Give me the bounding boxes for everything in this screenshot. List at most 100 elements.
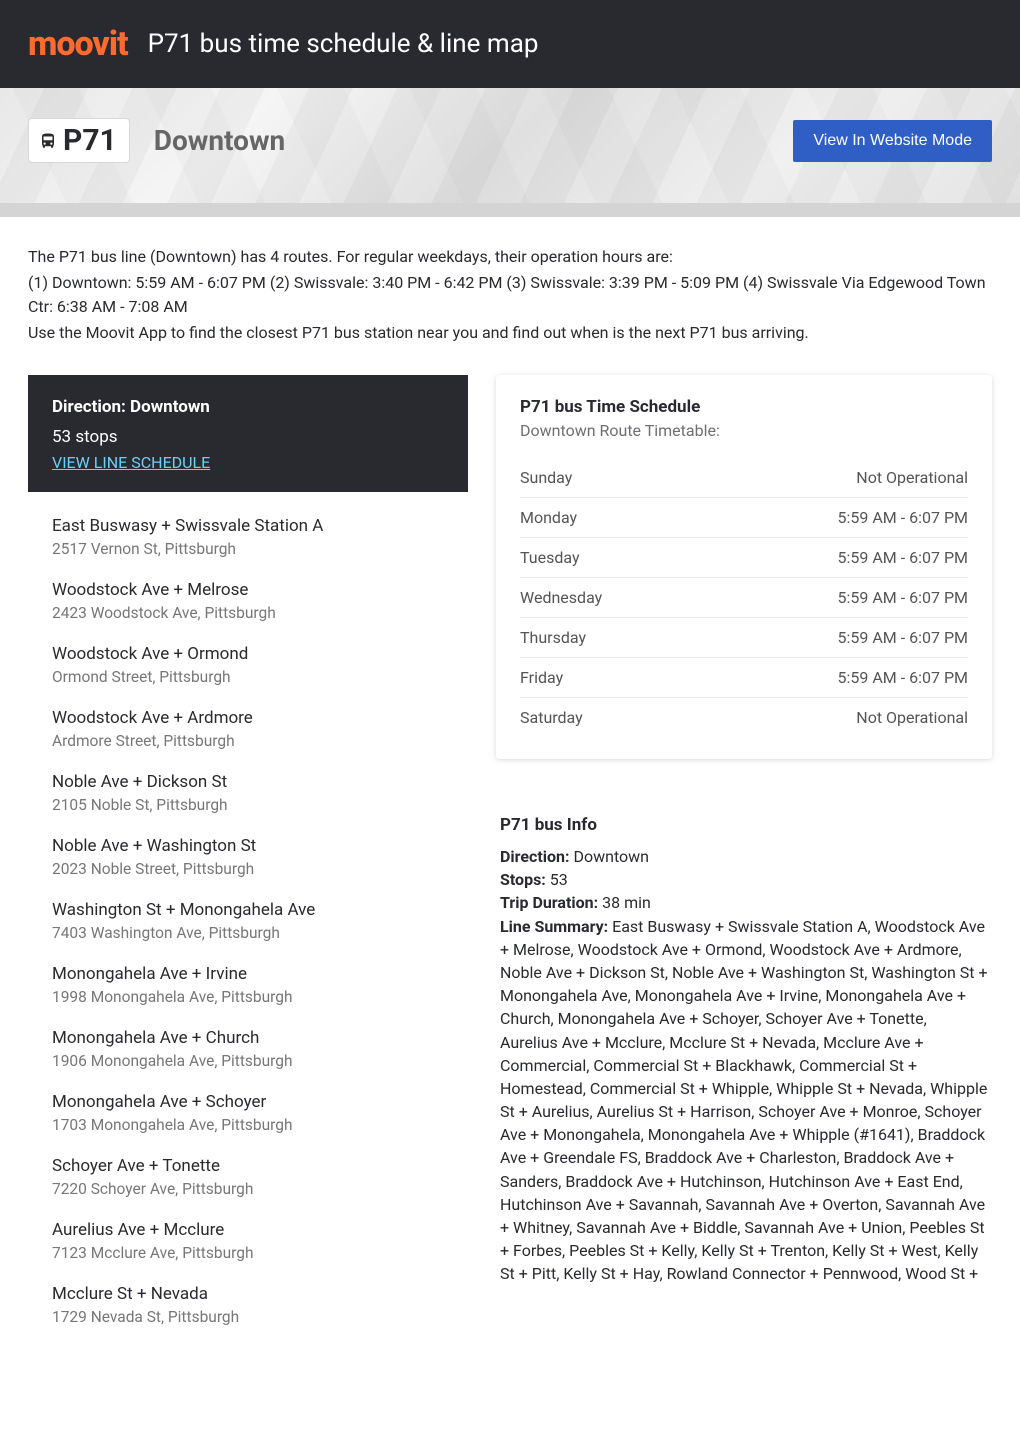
stop-address: Ardmore Street, Pittsburgh	[52, 732, 444, 750]
hero-section: P71 Downtown View In Website Mode	[0, 88, 1020, 203]
schedule-rows: Sunday Not Operational Monday 5:59 AM - 6:0…	[520, 458, 968, 737]
stop-item: Washington St + Monongahela Ave 7403 Wash…	[52, 900, 444, 942]
stop-address: 1703 Monongahela Ave, Pittsburgh	[52, 1116, 444, 1134]
stop-name: Monongahela Ave + Church	[52, 1028, 444, 1048]
stops-list: East Buswasy + Swissvale Station A 2517 V…	[28, 492, 468, 1326]
schedule-day: Thursday	[520, 628, 586, 647]
stop-name: Aurelius Ave + Mcclure	[52, 1220, 444, 1240]
route-badge: P71	[28, 118, 130, 163]
schedule-title: P71 bus Time Schedule	[520, 397, 968, 417]
stop-name: Woodstock Ave + Ardmore	[52, 708, 444, 728]
route-name: Downtown	[154, 124, 285, 157]
main-columns: Direction: Downtown 53 stops VIEW LINE S…	[0, 375, 1020, 1376]
stop-address: 1906 Monongahela Ave, Pittsburgh	[52, 1052, 444, 1070]
stop-address: 2517 Vernon St, Pittsburgh	[52, 540, 444, 558]
separator-bar	[0, 203, 1020, 217]
info-summary-label: Line Summary:	[500, 917, 608, 936]
header-bar: moovit P71 bus time schedule & line map	[0, 0, 1020, 88]
hero-left: P71 Downtown	[28, 118, 285, 163]
schedule-hours: 5:59 AM - 6:07 PM	[838, 588, 968, 607]
info-stops: Stops: 53	[500, 868, 988, 891]
stop-item: Monongahela Ave + Irvine 1998 Monongahela…	[52, 964, 444, 1006]
stop-address: 2423 Woodstock Ave, Pittsburgh	[52, 604, 444, 622]
intro-line-2: (1) Downtown: 5:59 AM - 6:07 PM (2) Swis…	[28, 271, 992, 319]
schedule-hours: 5:59 AM - 6:07 PM	[838, 668, 968, 687]
schedule-day: Wednesday	[520, 588, 602, 607]
schedule-row: Saturday Not Operational	[520, 698, 968, 737]
stop-address: 1998 Monongahela Ave, Pittsburgh	[52, 988, 444, 1006]
stop-item: Schoyer Ave + Tonette 7220 Schoyer Ave, P…	[52, 1156, 444, 1198]
info-title: P71 bus Info	[500, 815, 988, 835]
info-summary: Line Summary: East Buswasy + Swissvale S…	[500, 915, 988, 1286]
stop-name: Woodstock Ave + Melrose	[52, 580, 444, 600]
info-direction-value: Downtown	[569, 847, 649, 866]
info-block: P71 bus Info Direction: Downtown Stops: …	[496, 815, 992, 1286]
stop-name: Mcclure St + Nevada	[52, 1284, 444, 1304]
moovit-logo: moovit	[28, 24, 128, 64]
bus-icon	[39, 132, 57, 150]
schedule-row: Thursday 5:59 AM - 6:07 PM	[520, 618, 968, 658]
stop-name: Schoyer Ave + Tonette	[52, 1156, 444, 1176]
info-stops-label: Stops:	[500, 870, 546, 889]
schedule-row: Tuesday 5:59 AM - 6:07 PM	[520, 538, 968, 578]
stop-address: 7220 Schoyer Ave, Pittsburgh	[52, 1180, 444, 1198]
stop-count: 53 stops	[52, 427, 444, 447]
schedule-day: Friday	[520, 668, 563, 687]
intro-line-1: The P71 bus line (Downtown) has 4 routes…	[28, 245, 992, 269]
stop-address: 1729 Nevada St, Pittsburgh	[52, 1308, 444, 1326]
stop-name: East Buswasy + Swissvale Station A	[52, 516, 444, 536]
schedule-row: Friday 5:59 AM - 6:07 PM	[520, 658, 968, 698]
stop-name: Monongahela Ave + Schoyer	[52, 1092, 444, 1112]
stop-address: 2105 Noble St, Pittsburgh	[52, 796, 444, 814]
schedule-hours: 5:59 AM - 6:07 PM	[838, 508, 968, 527]
schedule-row: Wednesday 5:59 AM - 6:07 PM	[520, 578, 968, 618]
info-duration: Trip Duration: 38 min	[500, 891, 988, 914]
info-summary-value: East Buswasy + Swissvale Station A, Wood…	[500, 917, 988, 1284]
right-column: P71 bus Time Schedule Downtown Route Tim…	[496, 375, 992, 1286]
page-title: P71 bus time schedule & line map	[148, 29, 539, 59]
stop-name: Woodstock Ave + Ormond	[52, 644, 444, 664]
view-website-button[interactable]: View In Website Mode	[793, 120, 992, 162]
stop-name: Noble Ave + Washington St	[52, 836, 444, 856]
schedule-subtitle: Downtown Route Timetable:	[520, 421, 968, 440]
info-direction-label: Direction:	[500, 847, 569, 866]
schedule-day: Sunday	[520, 468, 572, 487]
direction-title: Direction: Downtown	[52, 397, 444, 417]
left-column: Direction: Downtown 53 stops VIEW LINE S…	[28, 375, 468, 1348]
schedule-hours: 5:59 AM - 6:07 PM	[838, 548, 968, 567]
stop-item: East Buswasy + Swissvale Station A 2517 V…	[52, 516, 444, 558]
stop-address: Ormond Street, Pittsburgh	[52, 668, 444, 686]
info-direction: Direction: Downtown	[500, 845, 988, 868]
info-stops-value: 53	[546, 870, 568, 889]
stop-item: Mcclure St + Nevada 1729 Nevada St, Pitts…	[52, 1284, 444, 1326]
intro-line-3: Use the Moovit App to find the closest P…	[28, 321, 992, 345]
intro-text: The P71 bus line (Downtown) has 4 routes…	[0, 217, 1020, 375]
stop-item: Woodstock Ave + Ormond Ormond Street, Pit…	[52, 644, 444, 686]
view-schedule-link[interactable]: VIEW LINE SCHEDULE	[52, 453, 210, 472]
stop-item: Woodstock Ave + Melrose 2423 Woodstock Av…	[52, 580, 444, 622]
stop-item: Noble Ave + Dickson St 2105 Noble St, Pit…	[52, 772, 444, 814]
schedule-hours: Not Operational	[856, 708, 968, 727]
stop-name: Monongahela Ave + Irvine	[52, 964, 444, 984]
stop-address: 2023 Noble Street, Pittsburgh	[52, 860, 444, 878]
stop-item: Monongahela Ave + Church 1906 Monongahela…	[52, 1028, 444, 1070]
stop-address: 7403 Washington Ave, Pittsburgh	[52, 924, 444, 942]
stop-item: Woodstock Ave + Ardmore Ardmore Street, P…	[52, 708, 444, 750]
route-number: P71	[63, 123, 117, 158]
stop-item: Aurelius Ave + Mcclure 7123 Mcclure Ave, …	[52, 1220, 444, 1262]
stop-item: Monongahela Ave + Schoyer 1703 Monongahel…	[52, 1092, 444, 1134]
info-duration-label: Trip Duration:	[500, 893, 598, 912]
stop-name: Noble Ave + Dickson St	[52, 772, 444, 792]
schedule-day: Monday	[520, 508, 577, 527]
stop-item: Noble Ave + Washington St 2023 Noble Stre…	[52, 836, 444, 878]
stop-name: Washington St + Monongahela Ave	[52, 900, 444, 920]
schedule-day: Tuesday	[520, 548, 580, 567]
info-duration-value: 38 min	[598, 893, 651, 912]
schedule-row: Sunday Not Operational	[520, 458, 968, 498]
stop-address: 7123 Mcclure Ave, Pittsburgh	[52, 1244, 444, 1262]
schedule-card: P71 bus Time Schedule Downtown Route Tim…	[496, 375, 992, 759]
schedule-day: Saturday	[520, 708, 583, 727]
schedule-hours: 5:59 AM - 6:07 PM	[838, 628, 968, 647]
direction-card: Direction: Downtown 53 stops VIEW LINE S…	[28, 375, 468, 492]
schedule-hours: Not Operational	[856, 468, 968, 487]
